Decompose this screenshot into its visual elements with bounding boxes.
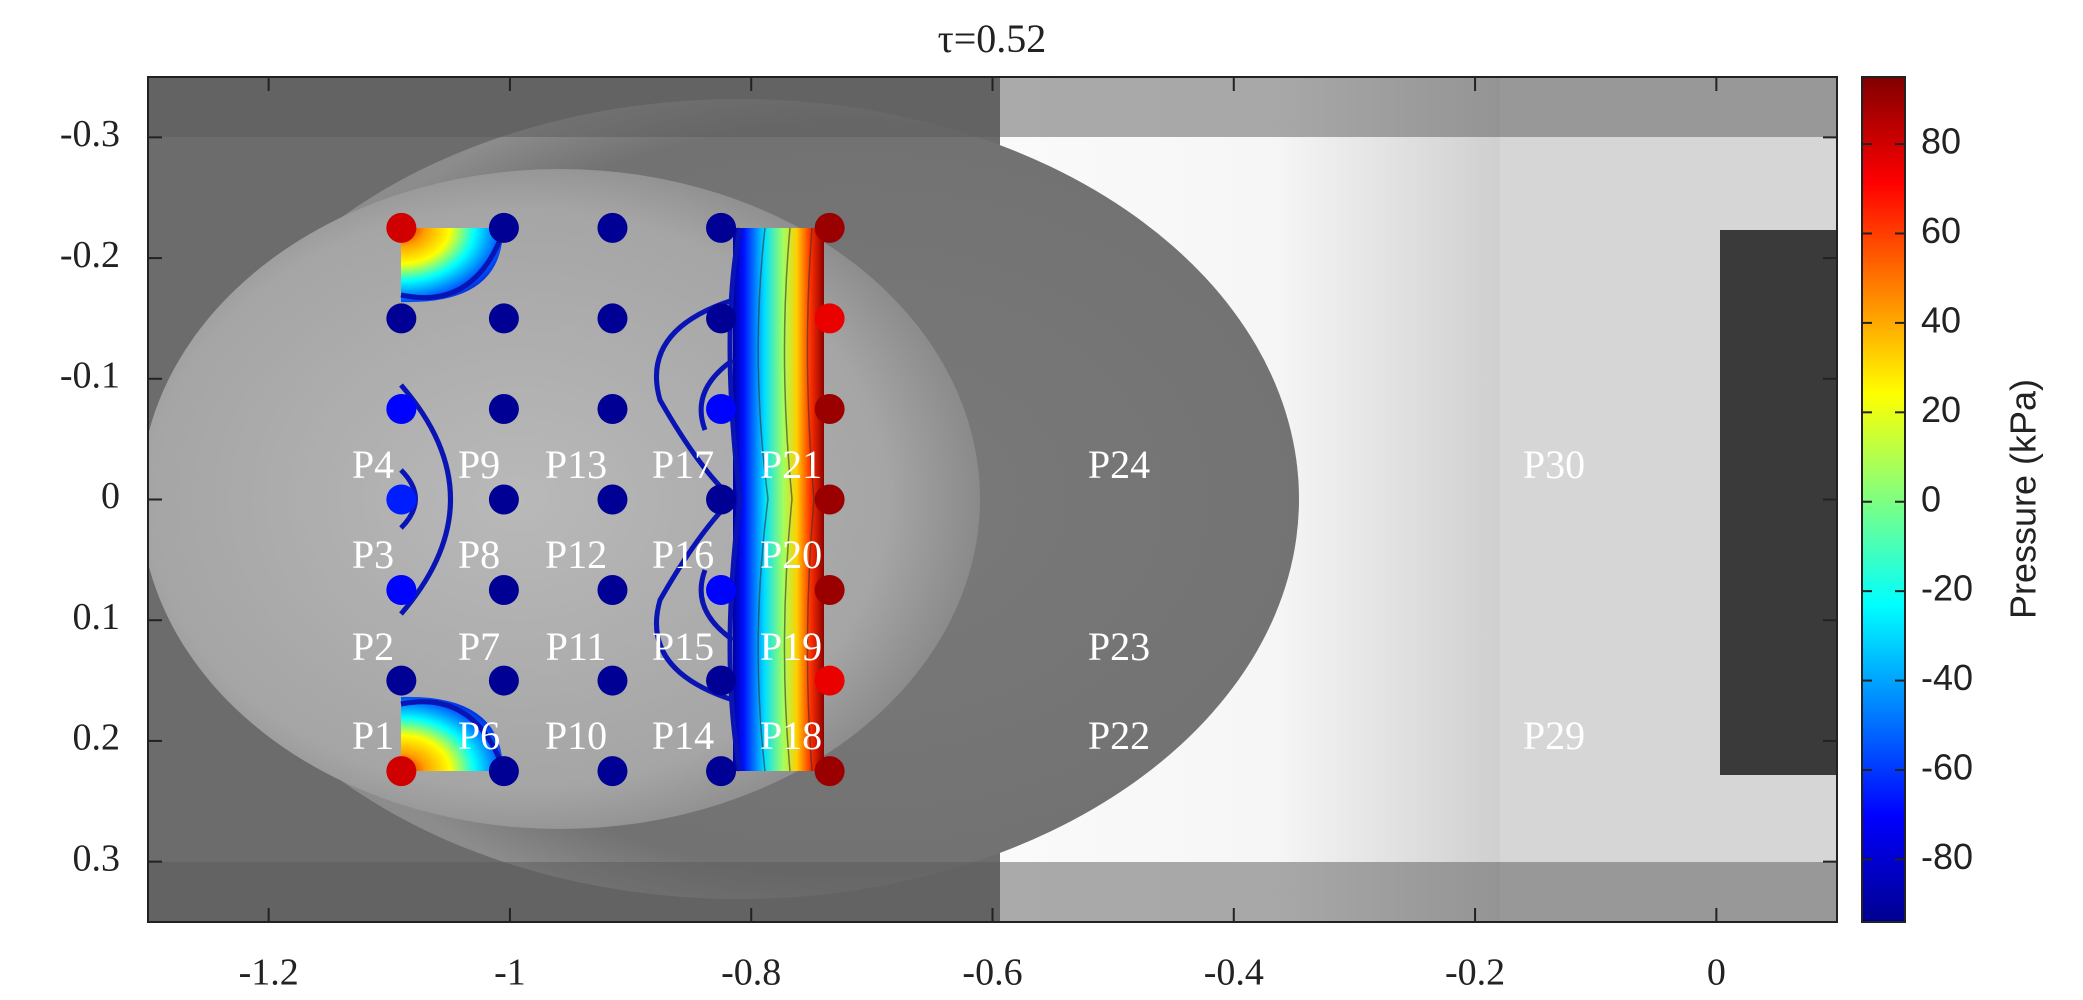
y-tick-label: -0.2 [60,234,120,276]
sensor-label: P23 [1088,624,1150,669]
sensor-label: P21 [760,442,822,487]
sensor-marker [597,665,628,696]
x-tick-label: -0.4 [1204,952,1264,994]
markers [386,212,845,787]
sensor-marker [488,756,519,787]
sensor-label: P10 [545,713,607,758]
colorbar-tick-label: -80 [1921,836,1973,877]
sensor-marker [488,665,519,696]
y-tick-label: 0 [101,475,120,517]
sensor-label: P18 [760,713,822,758]
sensor-marker [597,393,628,424]
sensor-marker [706,665,737,696]
colorbar-tick-label: -60 [1921,747,1973,788]
contour-field [399,227,824,772]
sensor-marker [597,212,628,243]
sensor-marker [597,575,628,606]
sensor-label: P11 [546,624,607,669]
sensor-label: P1 [352,713,394,758]
y-tick-label: 0.3 [73,837,121,879]
sensor-labels: P4 P9 P13 P17 P21 P24 P30 P3 P8 P12 P16 P20 P2 P7 P11 P… [352,442,1585,758]
sensor-marker [386,756,417,787]
sensor-label: P2 [352,624,394,669]
sensor-marker [814,393,845,424]
x-tick-label: -1.2 [239,952,299,994]
sensor-marker [488,393,519,424]
colorbar-tick-label: -20 [1921,568,1973,609]
sensor-label: P22 [1088,713,1150,758]
sensor-marker [597,756,628,787]
sensor-marker [386,393,417,424]
sensor-label: P9 [458,442,500,487]
sensor-label: P4 [352,442,394,487]
x-tick-label: -0.8 [721,952,781,994]
x-tick-label: -0.6 [962,952,1022,994]
y-tick-label: 0.2 [73,717,121,759]
sensor-marker [706,484,737,515]
sensor-label: P19 [760,624,822,669]
sensor-label: P7 [458,624,500,669]
sensor-marker [814,756,845,787]
colorbar-tick-label: 20 [1921,389,1961,430]
colorbar-tick-label: 40 [1921,299,1961,340]
sensor-marker [386,665,417,696]
background-image [148,77,1837,922]
x-tick-label: -0.2 [1445,952,1505,994]
sensor-label: P3 [352,532,394,577]
x-tick-label: 0 [1707,952,1726,994]
sensor-marker [814,575,845,606]
sensor-marker [488,484,519,515]
sensor-label: P14 [652,713,714,758]
colorbar-tick-label: -40 [1921,657,1973,698]
sensor-marker [488,212,519,243]
sensor-marker [386,575,417,606]
sensor-marker [488,303,519,334]
sensor-label: P24 [1088,442,1150,487]
sensor-label: P29 [1523,713,1585,758]
sensor-label: P16 [652,532,714,577]
sensor-marker [706,575,737,606]
y-tick-label: -0.1 [60,355,120,397]
chart-title: τ=0.52 [938,16,1047,61]
sensor-marker [814,484,845,515]
sensor-label: P20 [760,532,822,577]
sensor-marker [706,212,737,243]
colorbar-label: Pressure (kPa) [2003,379,2044,619]
sensor-marker [814,212,845,243]
sensor-marker [706,756,737,787]
sensor-marker [706,303,737,334]
sensor-label: P13 [545,442,607,487]
sensor-label: P6 [458,713,500,758]
x-tick-label: -1 [494,952,526,994]
sensor-label: P8 [458,532,500,577]
sensor-marker [597,303,628,334]
y-tick-label: 0.1 [73,596,121,638]
sensor-label: P17 [652,442,714,487]
colorbar-tick-label: 80 [1921,121,1961,162]
sensor-label: P12 [545,532,607,577]
sensor-marker [386,303,417,334]
colorbar-tick-label: 0 [1921,478,1941,519]
sensor-marker [814,665,845,696]
sensor-marker [814,303,845,334]
colorbar [1861,76,1906,923]
sensor-marker [386,484,417,515]
sensor-marker [386,212,417,243]
sensor-marker [597,484,628,515]
sensor-marker [706,393,737,424]
sensor-marker [488,575,519,606]
sensor-label: P15 [652,624,714,669]
sensor-label: P30 [1523,442,1585,487]
y-tick-label: -0.3 [60,113,120,155]
colorbar-tick-label: 60 [1921,210,1961,251]
